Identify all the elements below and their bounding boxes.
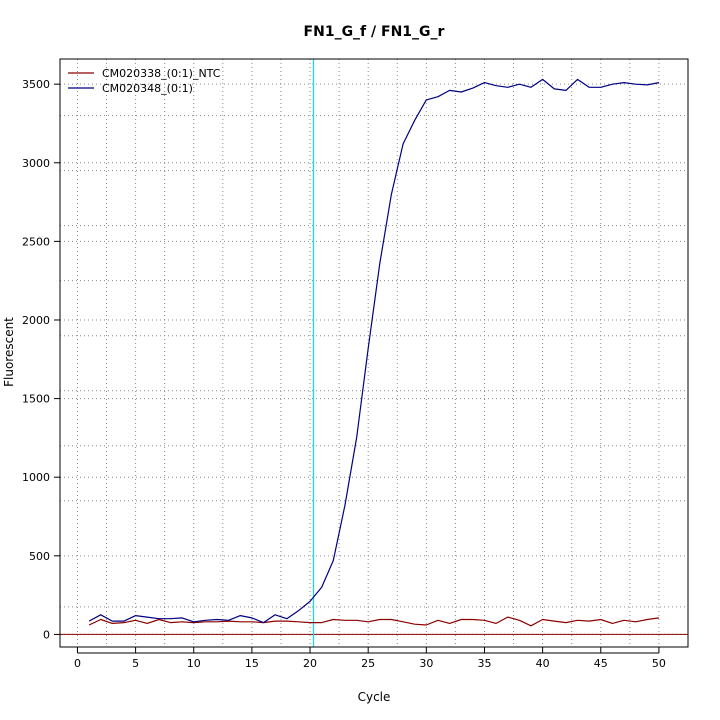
x-tick-label: 50: [652, 657, 666, 670]
x-tick-label: 5: [132, 657, 139, 670]
axes: 0 5 10 15 20 25 30 35 40 45 5005001000150020002500…: [22, 78, 666, 670]
x-tick-label: 25: [361, 657, 375, 670]
x-tick-label: 35: [477, 657, 491, 670]
y-tick-label: 3000: [22, 157, 50, 170]
plot-frame: [59, 58, 689, 648]
chart-title: FN1_G_f / FN1_G_r: [304, 24, 445, 40]
y-tick-label: 1500: [22, 393, 50, 406]
y-axis-label: Fluorescent: [2, 317, 16, 387]
series-line-1: [88, 616, 659, 627]
y-tick-label: 2000: [22, 314, 50, 327]
x-tick-label: 10: [187, 657, 201, 670]
legend: CM020338_(0:1)_NTC CM020348_(0:1): [68, 67, 221, 95]
legend-label-2: CM020348_(0:1): [102, 82, 193, 95]
y-tick-label: 2500: [22, 235, 50, 248]
y-tick-label: 0: [43, 628, 50, 641]
x-tick-label: 45: [594, 657, 608, 670]
legend-label-1: CM020338_(0:1)_NTC: [102, 67, 221, 80]
y-tick-label: 1000: [22, 471, 50, 484]
reference-lines: [60, 59, 688, 647]
series-line-2: [88, 78, 660, 624]
y-tick-label: 500: [29, 550, 50, 563]
x-tick-label: 15: [245, 657, 259, 670]
series-lines: [88, 78, 660, 627]
grid: [60, 59, 688, 647]
y-tick-label: 3500: [22, 78, 50, 91]
x-tick-label: 40: [536, 657, 550, 670]
x-tick-label: 0: [74, 657, 81, 670]
x-tick-label: 30: [419, 657, 433, 670]
x-axis-label: Cycle: [358, 690, 391, 704]
x-tick-label: 20: [303, 657, 317, 670]
